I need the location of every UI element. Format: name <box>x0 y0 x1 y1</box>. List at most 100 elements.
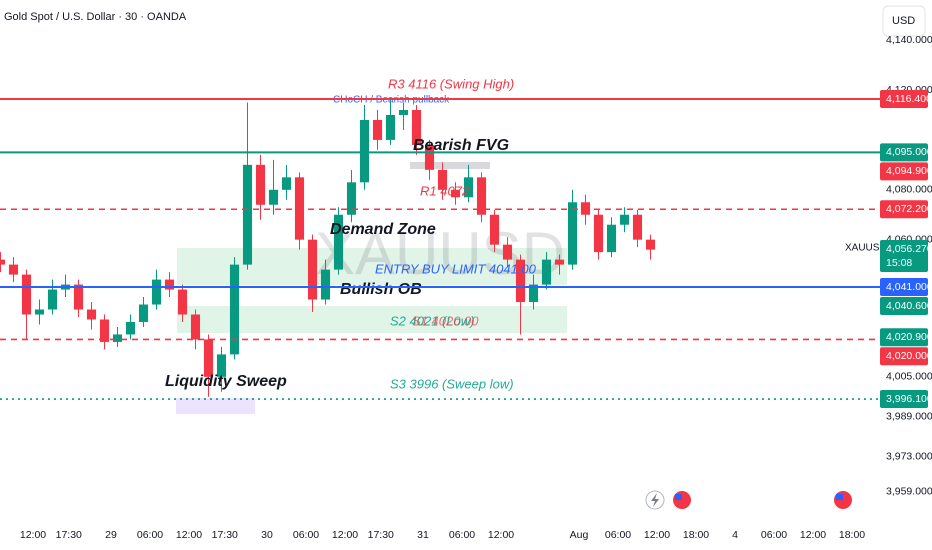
candle-body <box>645 239 656 250</box>
candle-body <box>138 304 149 322</box>
candle-body <box>229 264 240 355</box>
price-tag <box>880 328 928 347</box>
candle-body <box>619 214 630 225</box>
candle-body <box>502 244 513 260</box>
countdown: 15:08 <box>886 257 912 269</box>
price-tag <box>880 278 928 297</box>
x-tick-label: 17:30 <box>212 529 238 541</box>
candle-body <box>112 334 123 342</box>
candle-body <box>177 289 188 315</box>
currency-button[interactable] <box>882 5 926 37</box>
y-tick-label: 4,140.000 <box>886 34 932 46</box>
candle-body <box>346 182 357 215</box>
annotation: R3 4116 (Swing High) <box>388 76 514 91</box>
price-tag-label: 4,041.000 <box>886 281 932 293</box>
price-tag <box>880 200 928 219</box>
candle-body <box>151 279 162 305</box>
candle-body <box>216 354 227 377</box>
demand-zone <box>177 248 567 285</box>
candle-body <box>424 144 435 170</box>
price-tag <box>880 162 928 181</box>
candle-body <box>0 259 6 265</box>
price-tag <box>880 297 928 316</box>
candle-body <box>515 259 526 303</box>
candle-body <box>528 284 539 303</box>
currency-label[interactable]: USD <box>892 15 915 27</box>
candle-body <box>489 214 500 245</box>
x-tick-label: 18:00 <box>839 529 865 541</box>
candle-body <box>34 309 45 315</box>
price-tag-label: 4,072.200 <box>886 203 932 215</box>
candle-body <box>281 177 292 190</box>
x-tick-label: 12:00 <box>488 529 514 541</box>
symbol-tag-bg <box>842 238 880 256</box>
x-tick-label: 06:00 <box>605 529 631 541</box>
price-tag-label: 4,056.270 <box>886 243 932 255</box>
candle-body <box>268 189 279 205</box>
x-tick-label: 12:00 <box>332 529 358 541</box>
candle-body <box>411 109 422 145</box>
candle-body <box>567 202 578 265</box>
price-tag <box>880 239 928 272</box>
x-tick-label: 06:00 <box>449 529 475 541</box>
annotation: Liquidity Sweep <box>165 373 287 390</box>
annotation: CHoCH / Bearish pullback <box>333 95 450 106</box>
candle-body <box>463 177 474 198</box>
y-tick-label: 3,989.000 <box>886 411 932 423</box>
x-tick-label: 17:30 <box>368 529 394 541</box>
candle-body <box>47 289 58 310</box>
price-tag-label: 4,094.900 <box>886 165 932 177</box>
annotation: Demand Zone <box>330 221 436 238</box>
annotation: R1 4072 <box>420 183 470 198</box>
price-tag <box>880 143 928 162</box>
x-tick-label: 31 <box>417 529 429 541</box>
candle-body <box>190 314 201 340</box>
x-tick-label: 30 <box>261 529 273 541</box>
candle-body <box>606 224 617 253</box>
bullish-ob-zone <box>177 306 567 333</box>
candle-body <box>385 114 396 140</box>
candle-body <box>359 119 370 183</box>
x-tick-label: 12:00 <box>176 529 202 541</box>
candle-body <box>398 109 409 115</box>
fvg-zone <box>410 162 490 169</box>
flag-canton <box>675 494 682 500</box>
header-title: Gold Spot / U.S. Dollar · 30 · OANDA <box>4 11 187 23</box>
y-tick-label: 3,973.000 <box>886 450 932 462</box>
price-tag-label: 3,996.100 <box>886 393 932 405</box>
candle-body <box>86 309 97 320</box>
annotation: ENTRY BUY LIMIT 4041.00 <box>375 261 537 276</box>
symbol-tag: XAUUSD <box>845 243 887 254</box>
candle-body <box>125 321 136 335</box>
candle-body <box>333 214 344 270</box>
flag-canton <box>836 494 843 500</box>
candle-body <box>554 259 565 265</box>
candle-body <box>437 169 448 190</box>
x-tick-label: 12:00 <box>644 529 670 541</box>
candle-body <box>21 274 32 315</box>
annotation: S3 3996 (Sweep low) <box>390 376 514 391</box>
x-tick-label: 29 <box>105 529 117 541</box>
price-tag-label: 4,040.600 <box>886 300 932 312</box>
y-tick-label: 3,959.000 <box>886 485 932 497</box>
candle-body <box>476 177 487 215</box>
lightning-icon <box>651 493 659 507</box>
price-tag <box>880 90 928 109</box>
x-tick-label: 06:00 <box>293 529 319 541</box>
candle-body <box>450 189 461 198</box>
x-tick-label: 06:00 <box>137 529 163 541</box>
candle-body <box>73 284 84 310</box>
price-tag <box>880 390 928 409</box>
candle-body <box>307 239 318 300</box>
price-tag-label: 4,020.900 <box>886 331 932 343</box>
candle-body <box>593 214 604 253</box>
price-tag-label: 4,116.400 <box>886 93 932 105</box>
annotation: Bullish OB <box>340 281 422 298</box>
sweep-zone <box>176 398 255 414</box>
x-tick-label: 12:00 <box>20 529 46 541</box>
y-tick-label: 4,005.000 <box>886 371 932 383</box>
candle-body <box>541 259 552 285</box>
price-tag <box>880 347 928 366</box>
x-tick-label: 18:00 <box>683 529 709 541</box>
